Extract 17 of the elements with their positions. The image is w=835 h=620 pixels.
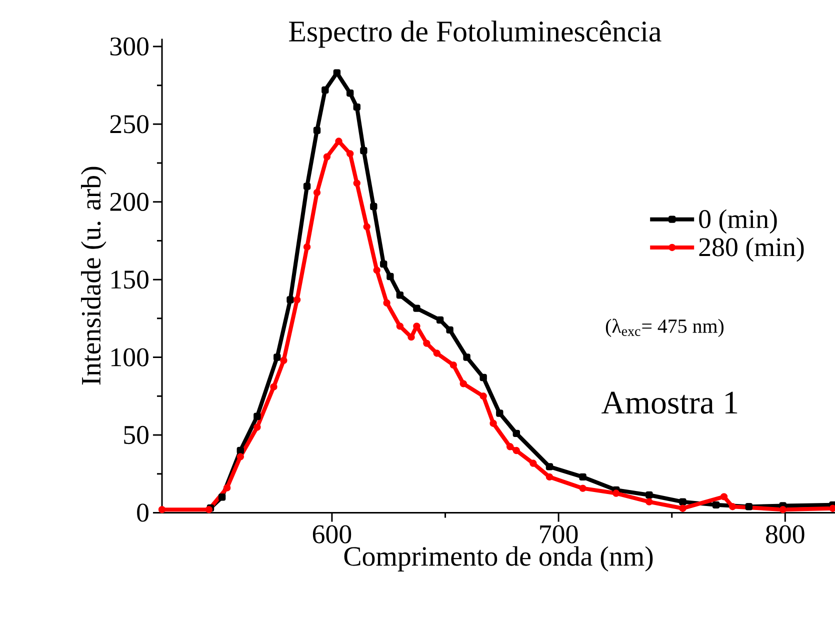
y-tick-label: 0 [137, 504, 148, 522]
annotation: (λ$_{exc}$= 475 nm) [606, 318, 724, 337]
y-tick-label: 200 [110, 192, 148, 211]
x-tick-label: 600 [312, 525, 352, 544]
legend-label: 280 (min) [699, 237, 804, 262]
x-axis-title: Comprimento de onda (nm) [344, 546, 653, 572]
annotation: Amostra 1 [602, 392, 738, 414]
y-axis-title: Intensidade (u. arb) [80, 166, 106, 385]
chart-title: Espectro de Fotoluminescência [289, 20, 662, 48]
legend-label: 0 (min) [699, 209, 777, 234]
y-tick-label: 300 [110, 37, 148, 56]
y-tick-label: 250 [110, 115, 148, 134]
y-tick-label: 100 [111, 348, 148, 366]
y-tick-label: 50 [124, 426, 148, 444]
y-tick-label: 150 [111, 270, 148, 289]
x-tick-label: 700 [540, 525, 578, 544]
x-tick-label: 800 [766, 525, 804, 544]
